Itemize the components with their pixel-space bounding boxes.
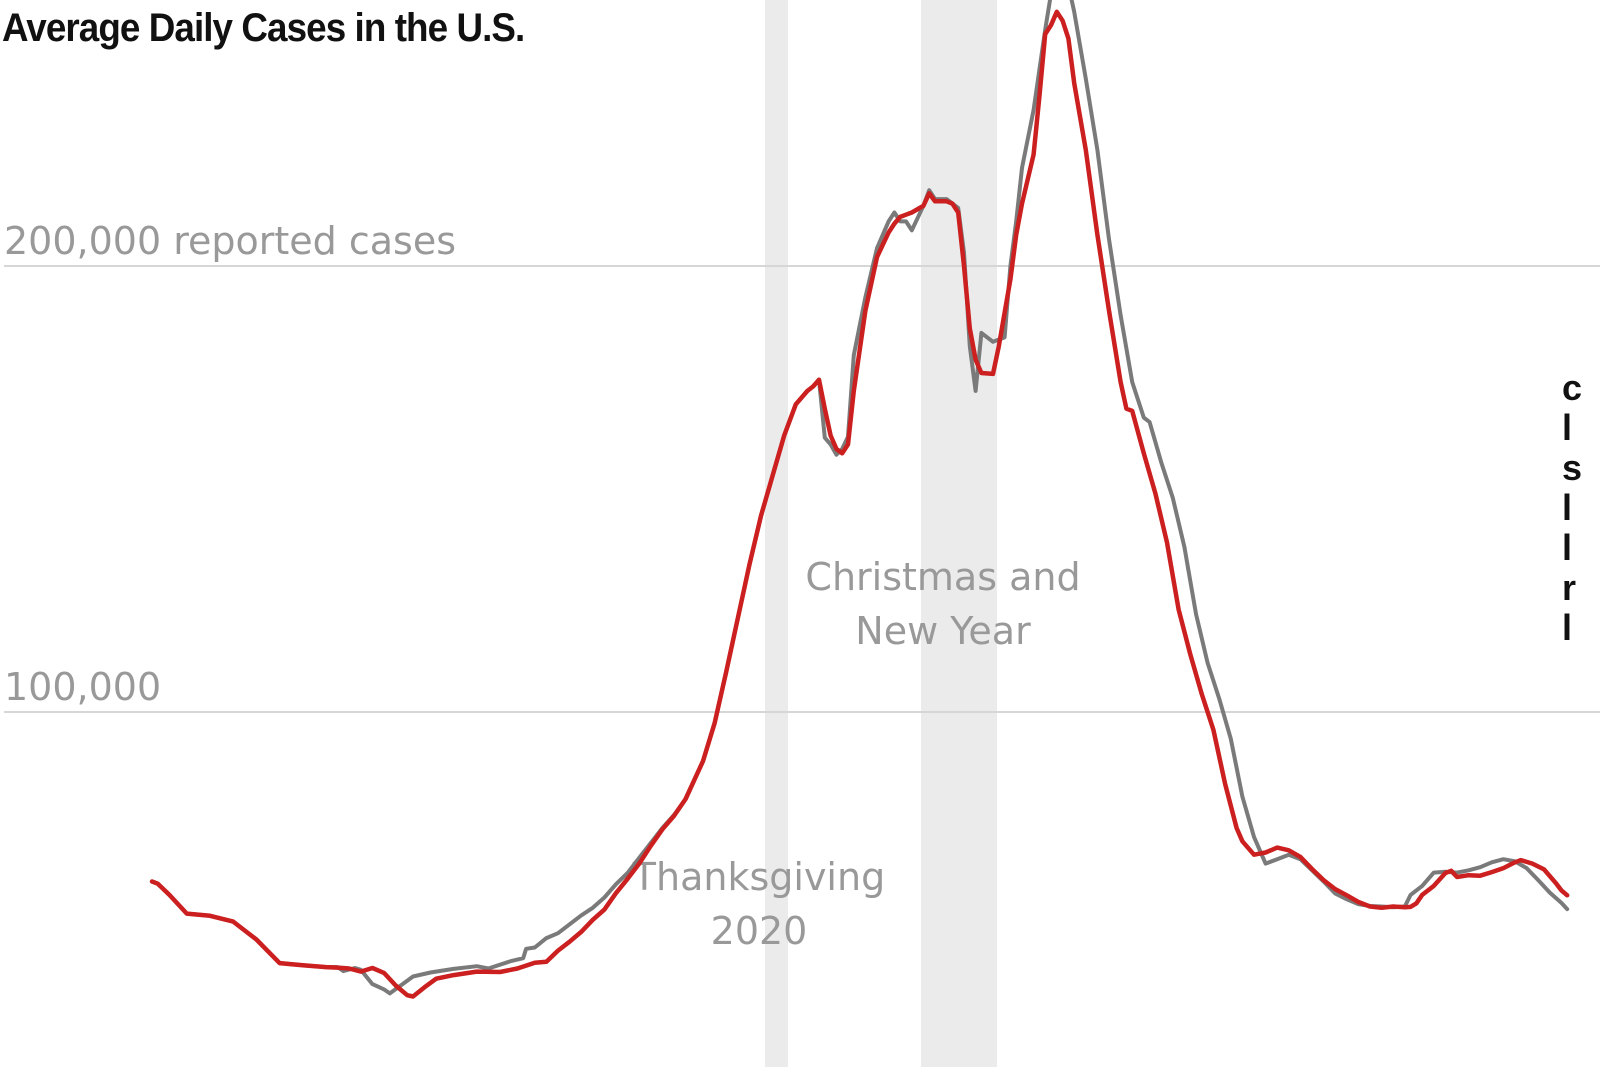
cut-off-text-fragment: r	[1562, 567, 1576, 608]
cut-off-text-fragment: l	[1562, 607, 1572, 648]
series-lines	[149, 0, 1570, 999]
gridline-label-100000: 100,000	[4, 665, 161, 709]
series-line-adjusted	[149, 9, 1570, 999]
annotation-thanksgiving-line-1: Thanksgiving	[632, 855, 885, 899]
series-line-reported	[150, 0, 1570, 996]
gridlines: 100,000 200,000 reported cases	[4, 219, 1600, 713]
annotation-christmas-new-year-line-2: New Year	[855, 609, 1031, 653]
cut-off-text-fragment: s	[1562, 447, 1582, 488]
shaded-periods	[765, 0, 997, 1067]
cut-off-text-fragment: c	[1562, 367, 1582, 408]
shaded-period-christmas-new-year	[921, 0, 997, 1067]
shaded-period-thanksgiving	[765, 0, 788, 1067]
annotation-christmas-new-year-line-1: Christmas and	[805, 555, 1080, 599]
annotation-thanksgiving-line-2: 2020	[711, 909, 808, 953]
chart-title: Average Daily Cases in the U.S.	[2, 6, 525, 50]
cut-off-text-fragment: l	[1562, 527, 1572, 568]
cut-off-text-fragment: l	[1562, 487, 1572, 528]
gridline-label-200000: 200,000 reported cases	[4, 219, 456, 263]
cut-off-text-fragment: l	[1562, 407, 1572, 448]
annotations: Thanksgiving 2020 Christmas and New Year	[632, 555, 1081, 953]
